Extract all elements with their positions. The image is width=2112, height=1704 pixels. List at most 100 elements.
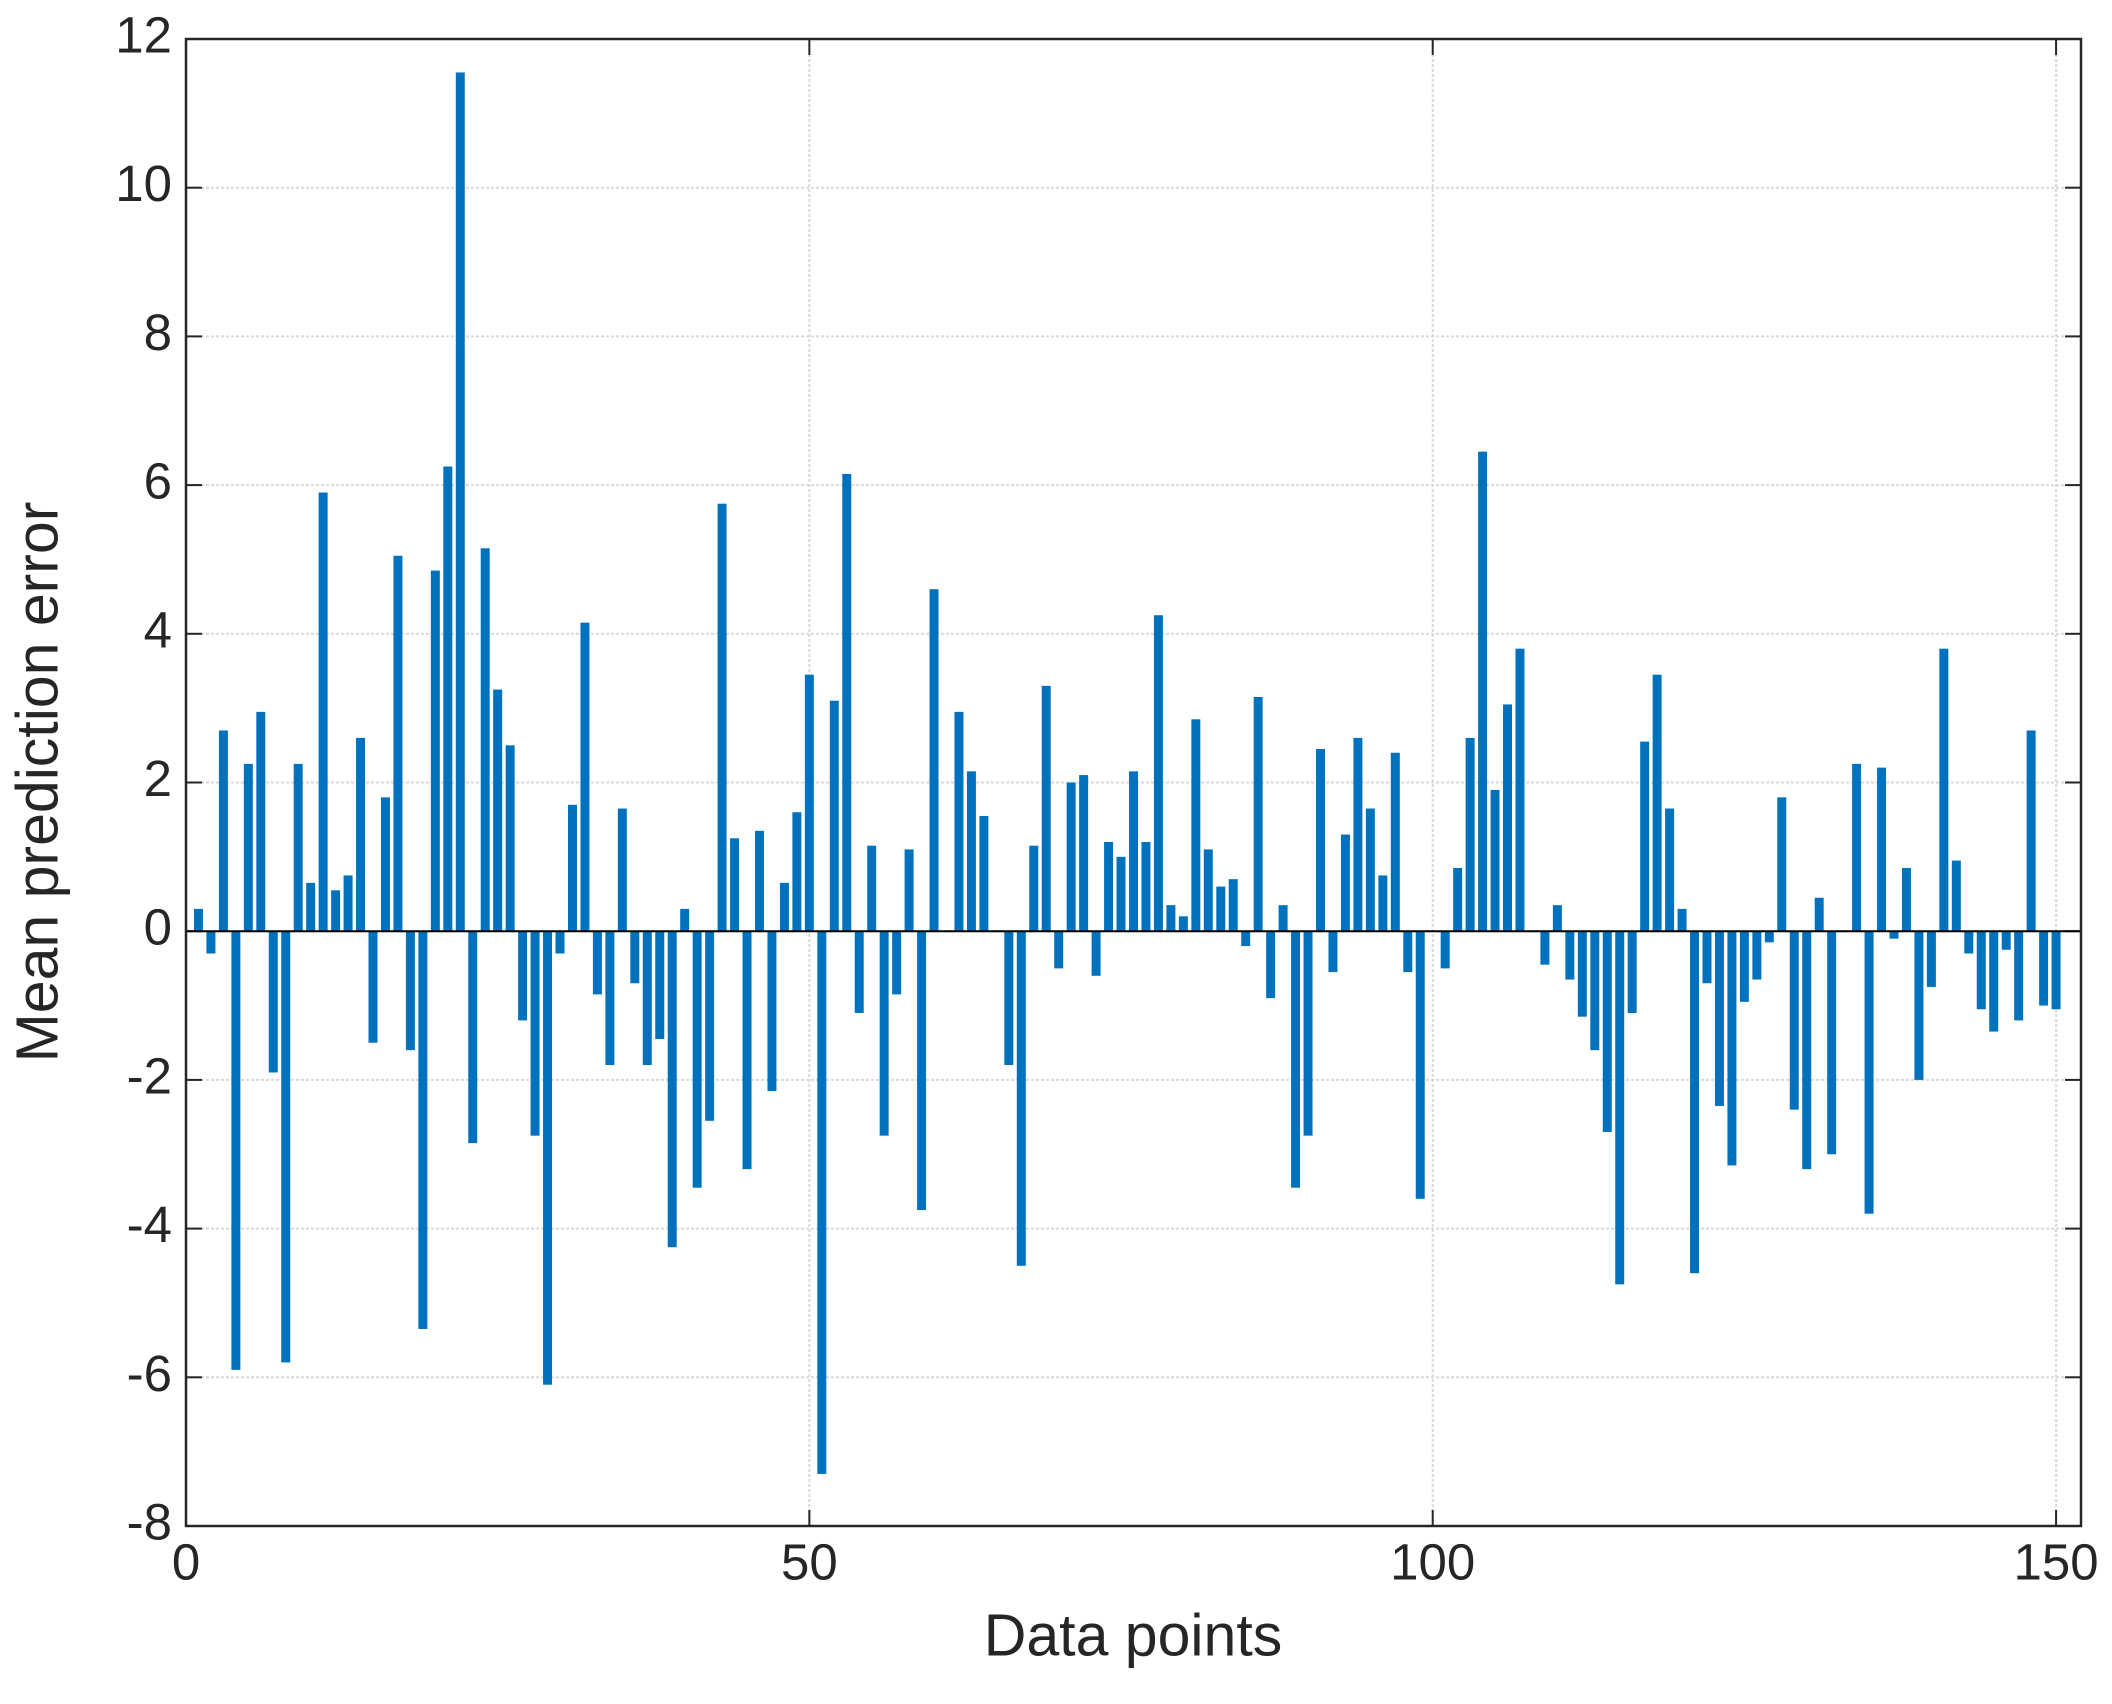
y-tick-label: -6	[127, 1345, 172, 1402]
bar	[1764, 931, 1774, 943]
y-tick-label: 0	[144, 899, 172, 956]
bar	[1939, 648, 1949, 932]
y-tick-label: -2	[127, 1047, 172, 1104]
bar	[904, 849, 914, 932]
bar	[1976, 931, 1986, 1010]
y-tick-label: 2	[144, 750, 172, 807]
bar	[1627, 931, 1637, 1013]
bar	[1515, 648, 1525, 932]
bar	[1403, 931, 1413, 973]
bar	[518, 931, 528, 1021]
bar	[730, 838, 740, 932]
bar	[979, 815, 989, 932]
bar	[1877, 767, 1887, 932]
bar	[1054, 931, 1064, 969]
y-tick-label: 4	[144, 601, 172, 658]
bar	[1016, 931, 1026, 1266]
bar	[966, 771, 976, 932]
bar	[1827, 931, 1837, 1155]
bar	[1590, 931, 1600, 1051]
bar	[1727, 931, 1737, 1166]
bar	[2001, 931, 2011, 950]
bar	[1390, 752, 1400, 932]
bar	[1852, 763, 1862, 932]
y-tick-label: -4	[127, 1196, 172, 1253]
bar	[380, 797, 390, 932]
bar	[1789, 931, 1799, 1110]
bar	[1814, 897, 1824, 932]
bar	[530, 931, 540, 1136]
bar	[1041, 685, 1051, 932]
bar	[1203, 849, 1213, 932]
y-tick-label: 8	[144, 304, 172, 361]
bar	[817, 931, 827, 1474]
bar	[1129, 771, 1138, 932]
x-tick-label: 100	[1390, 1533, 1475, 1590]
bar	[343, 875, 353, 932]
bar	[617, 808, 627, 932]
bar	[1066, 782, 1076, 932]
bar	[193, 908, 203, 932]
bar	[954, 711, 964, 932]
bar	[667, 931, 677, 1248]
x-tick-label: 150	[2014, 1533, 2099, 1590]
x-tick-label: 0	[172, 1533, 200, 1590]
bar	[1964, 931, 1974, 954]
bar	[842, 473, 852, 932]
bar	[430, 570, 440, 932]
y-tick-label: -8	[127, 1493, 172, 1550]
bar	[1615, 931, 1625, 1285]
bar	[306, 882, 316, 932]
bar	[829, 700, 839, 932]
bar	[1440, 931, 1450, 969]
bar	[443, 466, 453, 932]
x-tick-label: 50	[781, 1533, 838, 1590]
bar	[493, 689, 503, 932]
bar	[1216, 886, 1226, 932]
bar	[1104, 841, 1114, 932]
bar	[268, 931, 278, 1073]
bar	[1079, 775, 1089, 932]
bar	[1552, 905, 1562, 932]
bar	[1328, 931, 1338, 973]
bar	[1926, 931, 1936, 987]
bar	[892, 931, 902, 995]
bar	[1490, 789, 1500, 932]
bar	[1889, 931, 1899, 939]
bar	[1266, 931, 1276, 999]
bar	[418, 931, 428, 1329]
bar	[480, 548, 490, 932]
bar	[1166, 905, 1176, 932]
bar	[867, 845, 877, 932]
bar	[1278, 905, 1288, 932]
bar	[1565, 931, 1575, 980]
bar	[917, 931, 927, 1211]
bar	[655, 931, 665, 1040]
bar	[692, 931, 702, 1188]
x-axis-label: Data points	[984, 1603, 1282, 1669]
bar	[318, 492, 328, 932]
bar	[1951, 860, 1961, 932]
bar	[1465, 737, 1475, 932]
bar	[1303, 931, 1313, 1136]
bar	[393, 555, 403, 932]
bar	[1453, 868, 1463, 932]
bar	[243, 763, 253, 932]
bar	[1004, 931, 1014, 1066]
bar	[1153, 615, 1163, 932]
plot-frame	[184, 37, 2083, 1528]
y-axis-label: Mean prediction error	[5, 502, 71, 1063]
bar	[1365, 808, 1375, 932]
bar	[1914, 931, 1924, 1080]
bar	[767, 931, 777, 1092]
bar	[1241, 931, 1251, 947]
bar	[206, 931, 216, 954]
bar	[256, 711, 266, 932]
bar	[1415, 931, 1425, 1199]
bar	[705, 931, 715, 1121]
bar	[231, 931, 241, 1370]
bar	[1540, 931, 1550, 965]
bar	[580, 622, 590, 932]
bar	[1191, 719, 1201, 932]
